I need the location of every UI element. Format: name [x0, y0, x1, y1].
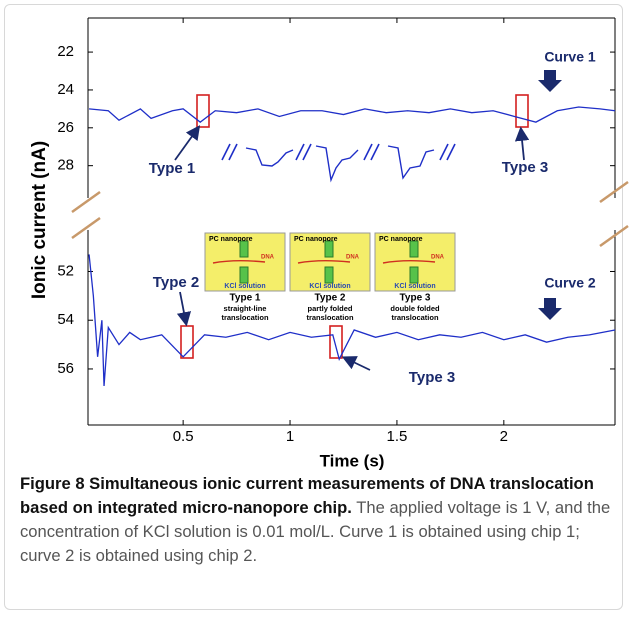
x-tick-label: 1.5 [387, 428, 408, 445]
annotation: Type 2 [153, 274, 199, 291]
y-tick-label: 24 [57, 81, 74, 98]
inset-traces [245, 145, 435, 183]
pore-wall [239, 240, 249, 258]
pore-wall [409, 266, 419, 284]
inset-desc: translocation [391, 313, 439, 322]
series-label: Curve 2 [544, 275, 596, 291]
annotation: Type 1 [149, 160, 195, 177]
y-tick-label: 56 [57, 360, 74, 377]
y-tick-label: 28 [57, 157, 74, 174]
inset-breaks [221, 143, 456, 161]
x-tick-label: 0.5 [173, 428, 194, 445]
dna-strand [212, 260, 266, 264]
dna-strand [382, 260, 436, 264]
annotation: Type 3 [409, 369, 455, 386]
pore-wall [324, 240, 334, 258]
inset-title: Type 3 [400, 293, 431, 304]
annotation-arrows [174, 125, 530, 371]
y-tick-label: 52 [57, 262, 74, 279]
x-tick-label: 1 [286, 428, 294, 445]
inset-pore-label: PC nanopore [379, 236, 423, 243]
inset-desc: partly folded [307, 304, 352, 313]
inset: PC nanopore DNA KCl solution Type 1straight… [204, 232, 456, 322]
inset-solution-label: KCl solution [309, 283, 350, 290]
series-label: Curve 1 [544, 49, 596, 65]
figure-frame [4, 4, 623, 610]
inset-desc: straight-line [224, 304, 267, 313]
inset-pore-label: PC nanopore [209, 236, 253, 243]
y-tick-label: 26 [57, 119, 74, 136]
inset-title: Type 1 [230, 293, 261, 304]
inset-solution-label: KCl solution [224, 283, 265, 290]
pore-wall [324, 266, 334, 284]
caption: Figure 8 Simultaneous ionic current meas… [20, 472, 616, 568]
pore-wall [409, 240, 419, 258]
x-axis-title: Time (s) [320, 451, 385, 470]
y-tick-label: 22 [57, 43, 74, 60]
inset-solution-label: KCl solution [394, 283, 435, 290]
inset-title: Type 2 [315, 293, 346, 304]
inset-desc: translocation [306, 313, 354, 322]
y-tick-label: 54 [57, 311, 74, 328]
curve-arrows [538, 70, 562, 320]
axes [87, 17, 616, 426]
caption-title: Figure 8 Simultaneous ionic current meas… [20, 474, 594, 517]
inset-dna-label: DNA [261, 255, 275, 261]
inset-desc: translocation [221, 313, 269, 322]
inset-dna-label: DNA [346, 255, 360, 261]
caption-text: The applied voltage is 1 V, and the conc… [20, 498, 611, 565]
inset-dna-label: DNA [431, 255, 445, 261]
data-line [88, 254, 616, 387]
annotation: Type 3 [502, 159, 548, 176]
chart: Ionic current (nA) Time (s) PC nanopore [29, 17, 629, 470]
x-tick-label: 2 [500, 428, 508, 445]
inset-pore-label: PC nanopore [294, 236, 338, 243]
data-line [89, 106, 616, 123]
dna-strand [297, 260, 351, 264]
y-axis-title: Ionic current (nA) [29, 141, 50, 299]
axis-break [71, 180, 629, 248]
inset-desc: double folded [390, 304, 440, 313]
pore-wall [239, 266, 249, 284]
